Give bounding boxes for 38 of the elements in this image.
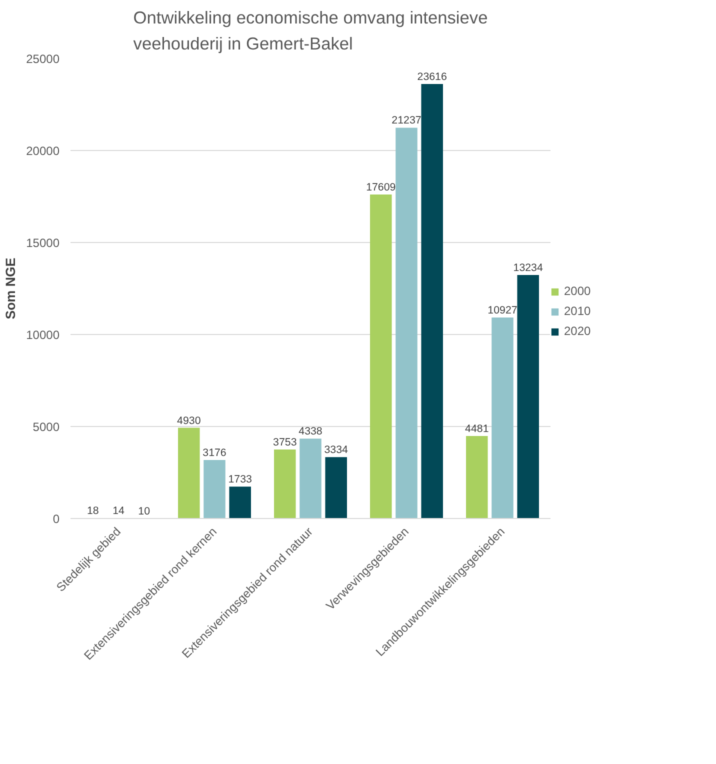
data-label: 23616 [417,70,447,83]
bar [300,438,322,518]
data-label: 3176 [202,447,226,460]
data-label: 3334 [324,444,348,456]
data-label: 4930 [177,414,201,427]
data-label: 4481 [465,423,489,436]
chart-title: Ontwikkeling economische omvang intensieve veehouderij in Gemert-Bakel [133,8,488,54]
legend-label: 2020 [564,324,591,338]
y-tick-label: 25000 [26,52,60,66]
data-label: 3753 [273,436,297,448]
bar [178,428,200,518]
bar [229,486,251,518]
data-label: 1733 [228,474,252,486]
y-tick-label: 10000 [26,328,60,342]
bar [421,84,443,518]
data-label: 4338 [298,426,322,438]
bar [517,274,539,518]
data-label: 17609 [366,181,396,194]
bar [325,457,347,518]
bar [370,194,392,518]
bar [466,436,488,518]
y-tick-label: 0 [52,512,60,526]
data-label: 14 [112,505,124,518]
data-label: 10 [138,505,150,518]
data-label: 13234 [513,262,543,274]
bar [274,449,296,518]
bar [396,128,418,518]
bar [492,317,514,518]
y-axis-title: Som NGE [3,258,18,320]
y-tick-label: 15000 [26,236,60,250]
data-label: 10927 [488,304,518,316]
data-label: 18 [86,505,99,518]
bar [204,460,226,518]
legend-label: 2000 [564,284,591,298]
data-label: 21237 [392,114,422,127]
legend-label: 2010 [564,304,591,318]
y-tick-label: 5000 [32,420,60,434]
y-tick-label: 20000 [26,144,60,158]
